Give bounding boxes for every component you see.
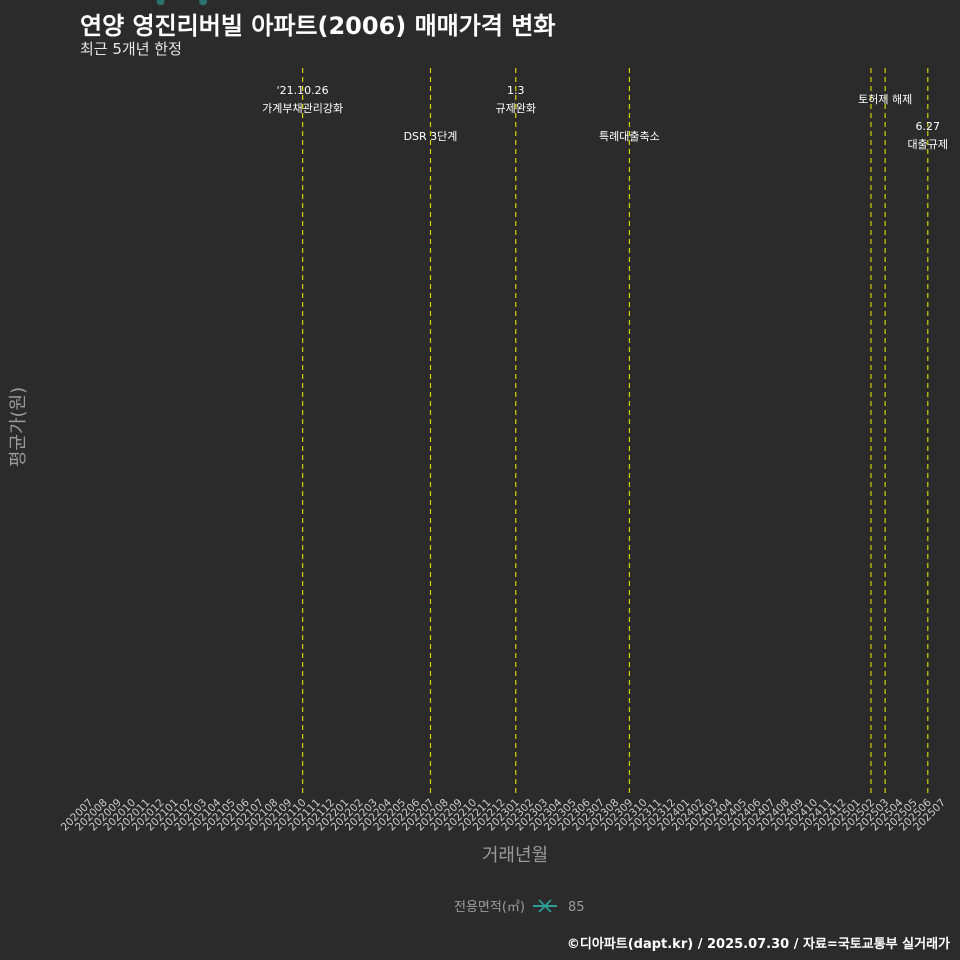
data-point: [199, 0, 208, 6]
event-label: '21.10.26 가계부채관리강화: [262, 84, 343, 115]
event-label: 토허제 해제: [858, 92, 912, 106]
chart-title: 연양 영진리버빌 아파트(2006) 매매가격 변화: [80, 12, 556, 40]
event-label: DSR 3단계: [404, 130, 458, 143]
event-label: 1.3 규제완화: [496, 84, 536, 115]
x-tick-labels: 2020072020082020092020102020112020122021…: [59, 796, 948, 833]
legend-title: 전용면적(㎡): [454, 900, 525, 915]
legend-x-marker: [538, 899, 552, 913]
source-footer: ©디아파트(dapt.kr) / 2025.07.30 / 자료=국토교통부 실…: [566, 937, 950, 952]
data-points: [156, 0, 208, 6]
event-label: 6.27 대출규제: [908, 120, 948, 151]
chart-subtitle: 최근 5개년 한정: [80, 40, 182, 58]
x-axis-title: 거래년월: [482, 845, 548, 866]
legend: 전용면적(㎡) 85: [454, 899, 585, 915]
data-point: [156, 0, 165, 6]
y-axis-title: 평균가(원): [8, 387, 29, 467]
event-label: 특례대출축소: [599, 130, 660, 143]
legend-item-label: 85: [568, 900, 585, 915]
